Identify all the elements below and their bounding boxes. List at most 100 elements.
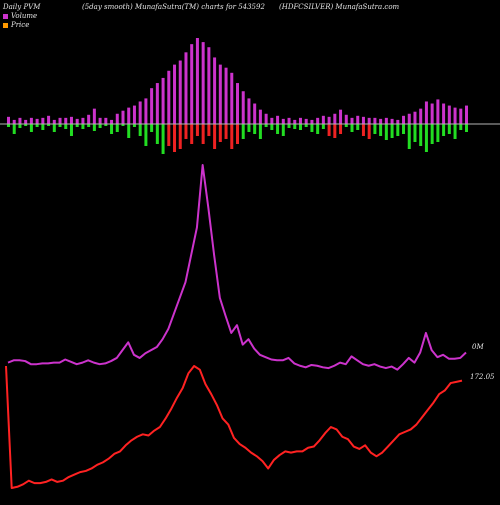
pvm-bar-up <box>64 117 68 124</box>
pvm-bar-down <box>47 124 51 126</box>
pvm-bar-up <box>321 115 325 124</box>
pvm-bar-up <box>453 107 457 124</box>
price-line <box>5 365 463 489</box>
pvm-bar-up <box>436 99 440 124</box>
pvm-bar-down <box>213 124 217 149</box>
pvm-bar-down <box>459 124 463 130</box>
pvm-bar-up <box>407 113 411 124</box>
pvm-bar-up <box>29 117 33 124</box>
pvm-bar-up <box>12 119 16 124</box>
pvm-bar-down <box>310 124 314 132</box>
pvm-bar-up <box>52 119 56 124</box>
pvm-bar-up <box>424 101 428 124</box>
pvm-bar-down <box>419 124 423 146</box>
pvm-bar-up <box>367 117 371 124</box>
pvm-bar-up <box>69 116 73 124</box>
pvm-bar-up <box>127 107 131 124</box>
pvm-bar-up <box>350 117 354 124</box>
pvm-bar-up <box>258 109 262 124</box>
pvm-bar-down <box>64 124 68 129</box>
pvm-bar-up <box>167 70 171 124</box>
pvm-bar-down <box>293 124 297 129</box>
pvm-bar-down <box>98 124 102 128</box>
pvm-bar-down <box>201 124 205 144</box>
pvm-bar-up <box>465 105 468 124</box>
pvm-bar-down <box>281 124 285 136</box>
pvm-bar-down <box>12 124 16 134</box>
pvm-bar-down <box>35 124 39 127</box>
pvm-bar-up <box>184 52 188 125</box>
pvm-bar-up <box>58 117 62 124</box>
pvm-bar-down <box>29 124 33 132</box>
pvm-bar-down <box>356 124 360 130</box>
pvm-bar-down <box>465 124 468 132</box>
pvm-bar-down <box>379 124 383 136</box>
pvm-bar-up <box>47 115 51 124</box>
pvm-bar-down <box>339 124 343 134</box>
pvm-bar-up <box>264 113 268 124</box>
pvm-bar-up <box>35 118 39 124</box>
pvm-bar-down <box>173 124 177 152</box>
pvm-bar-down <box>287 124 291 128</box>
pvm-bar-down <box>69 124 73 136</box>
header-center: (5day smooth) MunafaSutra(TM) charts for… <box>82 3 265 11</box>
pvm-bar-up <box>110 119 114 124</box>
pvm-bar-down <box>104 124 108 126</box>
pvm-bar-up <box>155 83 159 124</box>
pvm-bar-down <box>384 124 388 140</box>
pvm-bar-down <box>413 124 417 142</box>
pvm-bar-down <box>253 124 257 134</box>
pvm-bar-up <box>24 119 28 124</box>
pvm-bar-up <box>384 117 388 124</box>
legend-volume: Volume <box>3 12 37 20</box>
pvm-bar-down <box>58 124 62 127</box>
pvm-bar-down <box>41 124 45 130</box>
pvm-bar-down <box>447 124 451 134</box>
pvm-bar-up <box>447 105 451 124</box>
pvm-bar-up <box>115 113 119 124</box>
pvm-bar-up <box>333 113 337 124</box>
pvm-bar-down <box>207 124 211 136</box>
pvm-bar-up <box>104 117 108 124</box>
pvm-bar-down <box>121 124 125 126</box>
pvm-bar-up <box>161 77 165 124</box>
pvm-bar-up <box>121 110 125 124</box>
pvm-bar-up <box>298 117 302 124</box>
pvm-bar-up <box>287 117 291 124</box>
pvm-bar-down <box>7 124 10 127</box>
pvm-bar-down <box>224 124 228 139</box>
pvm-bar-up <box>339 109 343 124</box>
pvm-bar-up <box>419 108 423 124</box>
pvm-bar-down <box>424 124 428 152</box>
pvm-bar-down <box>264 124 268 127</box>
pvm-bar-up <box>87 114 91 124</box>
pvm-bar-down <box>241 124 245 139</box>
pvm-bar-down <box>298 124 302 130</box>
pvm-bar-up <box>241 91 245 124</box>
pvm-bar-down <box>81 124 85 129</box>
pvm-bar-up <box>270 117 274 124</box>
pvm-bar-up <box>75 118 79 124</box>
pvm-bar-up <box>195 38 199 124</box>
pvm-bar-up <box>132 105 136 124</box>
pvm-bar-down <box>230 124 234 149</box>
pvm-bar-up <box>18 117 22 124</box>
pvm-bar-up <box>293 119 297 124</box>
pvm-bar-up <box>402 115 406 124</box>
pvm-bar-up <box>430 103 434 124</box>
pvm-bar-up <box>316 117 320 124</box>
pvm-bar-up <box>207 47 211 124</box>
pvm-bar-down <box>144 124 148 146</box>
header-right: (HDFCSILVER) MunafaSutra.com <box>279 3 400 11</box>
pvm-bar-down <box>161 124 165 154</box>
pvm-bar-up <box>7 116 10 124</box>
pvm-bar-up <box>178 60 182 124</box>
pvm-bar-down <box>115 124 119 132</box>
pvm-bar-up <box>138 101 142 124</box>
pvm-bar-up <box>144 98 148 124</box>
pvm-bar-down <box>155 124 159 144</box>
pvm-bar-down <box>453 124 457 139</box>
pvm-bar-up <box>213 57 217 125</box>
